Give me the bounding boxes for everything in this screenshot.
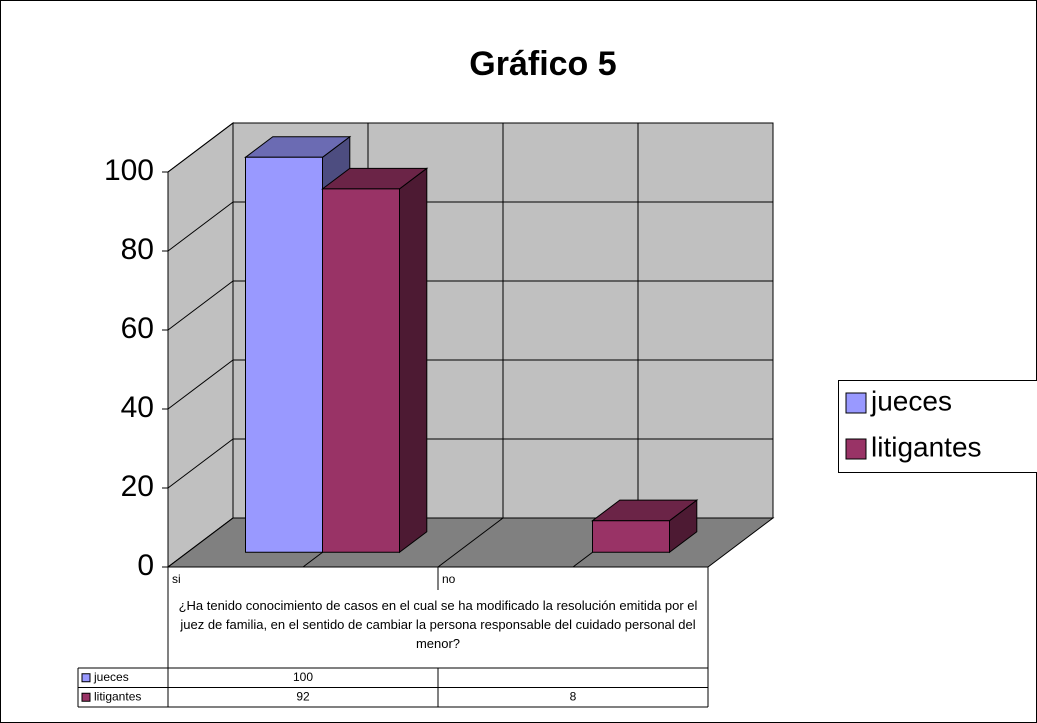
floor-divider — [437, 517, 504, 568]
grid-line — [167, 438, 234, 489]
bar-front — [592, 520, 670, 553]
legend-swatch — [845, 392, 867, 414]
legend-label: litigantes — [871, 431, 982, 462]
table-value: 100 — [293, 670, 313, 684]
y-tick-label: 100 — [104, 154, 154, 187]
table-series-name: litigantes — [94, 689, 141, 703]
bar-front — [322, 188, 400, 553]
grid-line — [167, 359, 234, 410]
legend-label: jueces — [870, 385, 952, 416]
table-value: 92 — [296, 689, 310, 703]
y-tick-label: 0 — [137, 549, 154, 582]
x-tick-label: no — [442, 572, 456, 586]
bar-front — [245, 156, 323, 553]
side-wall — [167, 121, 234, 569]
legend-box — [838, 380, 1037, 473]
legend-swatch — [845, 438, 867, 460]
y-tick-label: 60 — [121, 312, 154, 345]
table-swatch — [81, 673, 91, 683]
grid-line — [167, 122, 234, 173]
table-value: 8 — [570, 689, 577, 703]
grid-line — [167, 517, 234, 568]
grid-line — [167, 201, 234, 252]
y-tick-label: 40 — [121, 391, 154, 424]
y-tick-label: 80 — [121, 233, 154, 266]
table-swatch — [81, 692, 91, 702]
x-tick-label: si — [172, 572, 181, 586]
x-axis-label: ¿Ha tenido conocimiento de casos en el c… — [178, 598, 698, 651]
table-series-name: jueces — [93, 670, 129, 684]
y-tick-label: 20 — [121, 470, 154, 503]
chart-title: Gráfico 5 — [469, 45, 616, 83]
grid-line — [167, 280, 234, 331]
bar-side — [399, 167, 428, 554]
